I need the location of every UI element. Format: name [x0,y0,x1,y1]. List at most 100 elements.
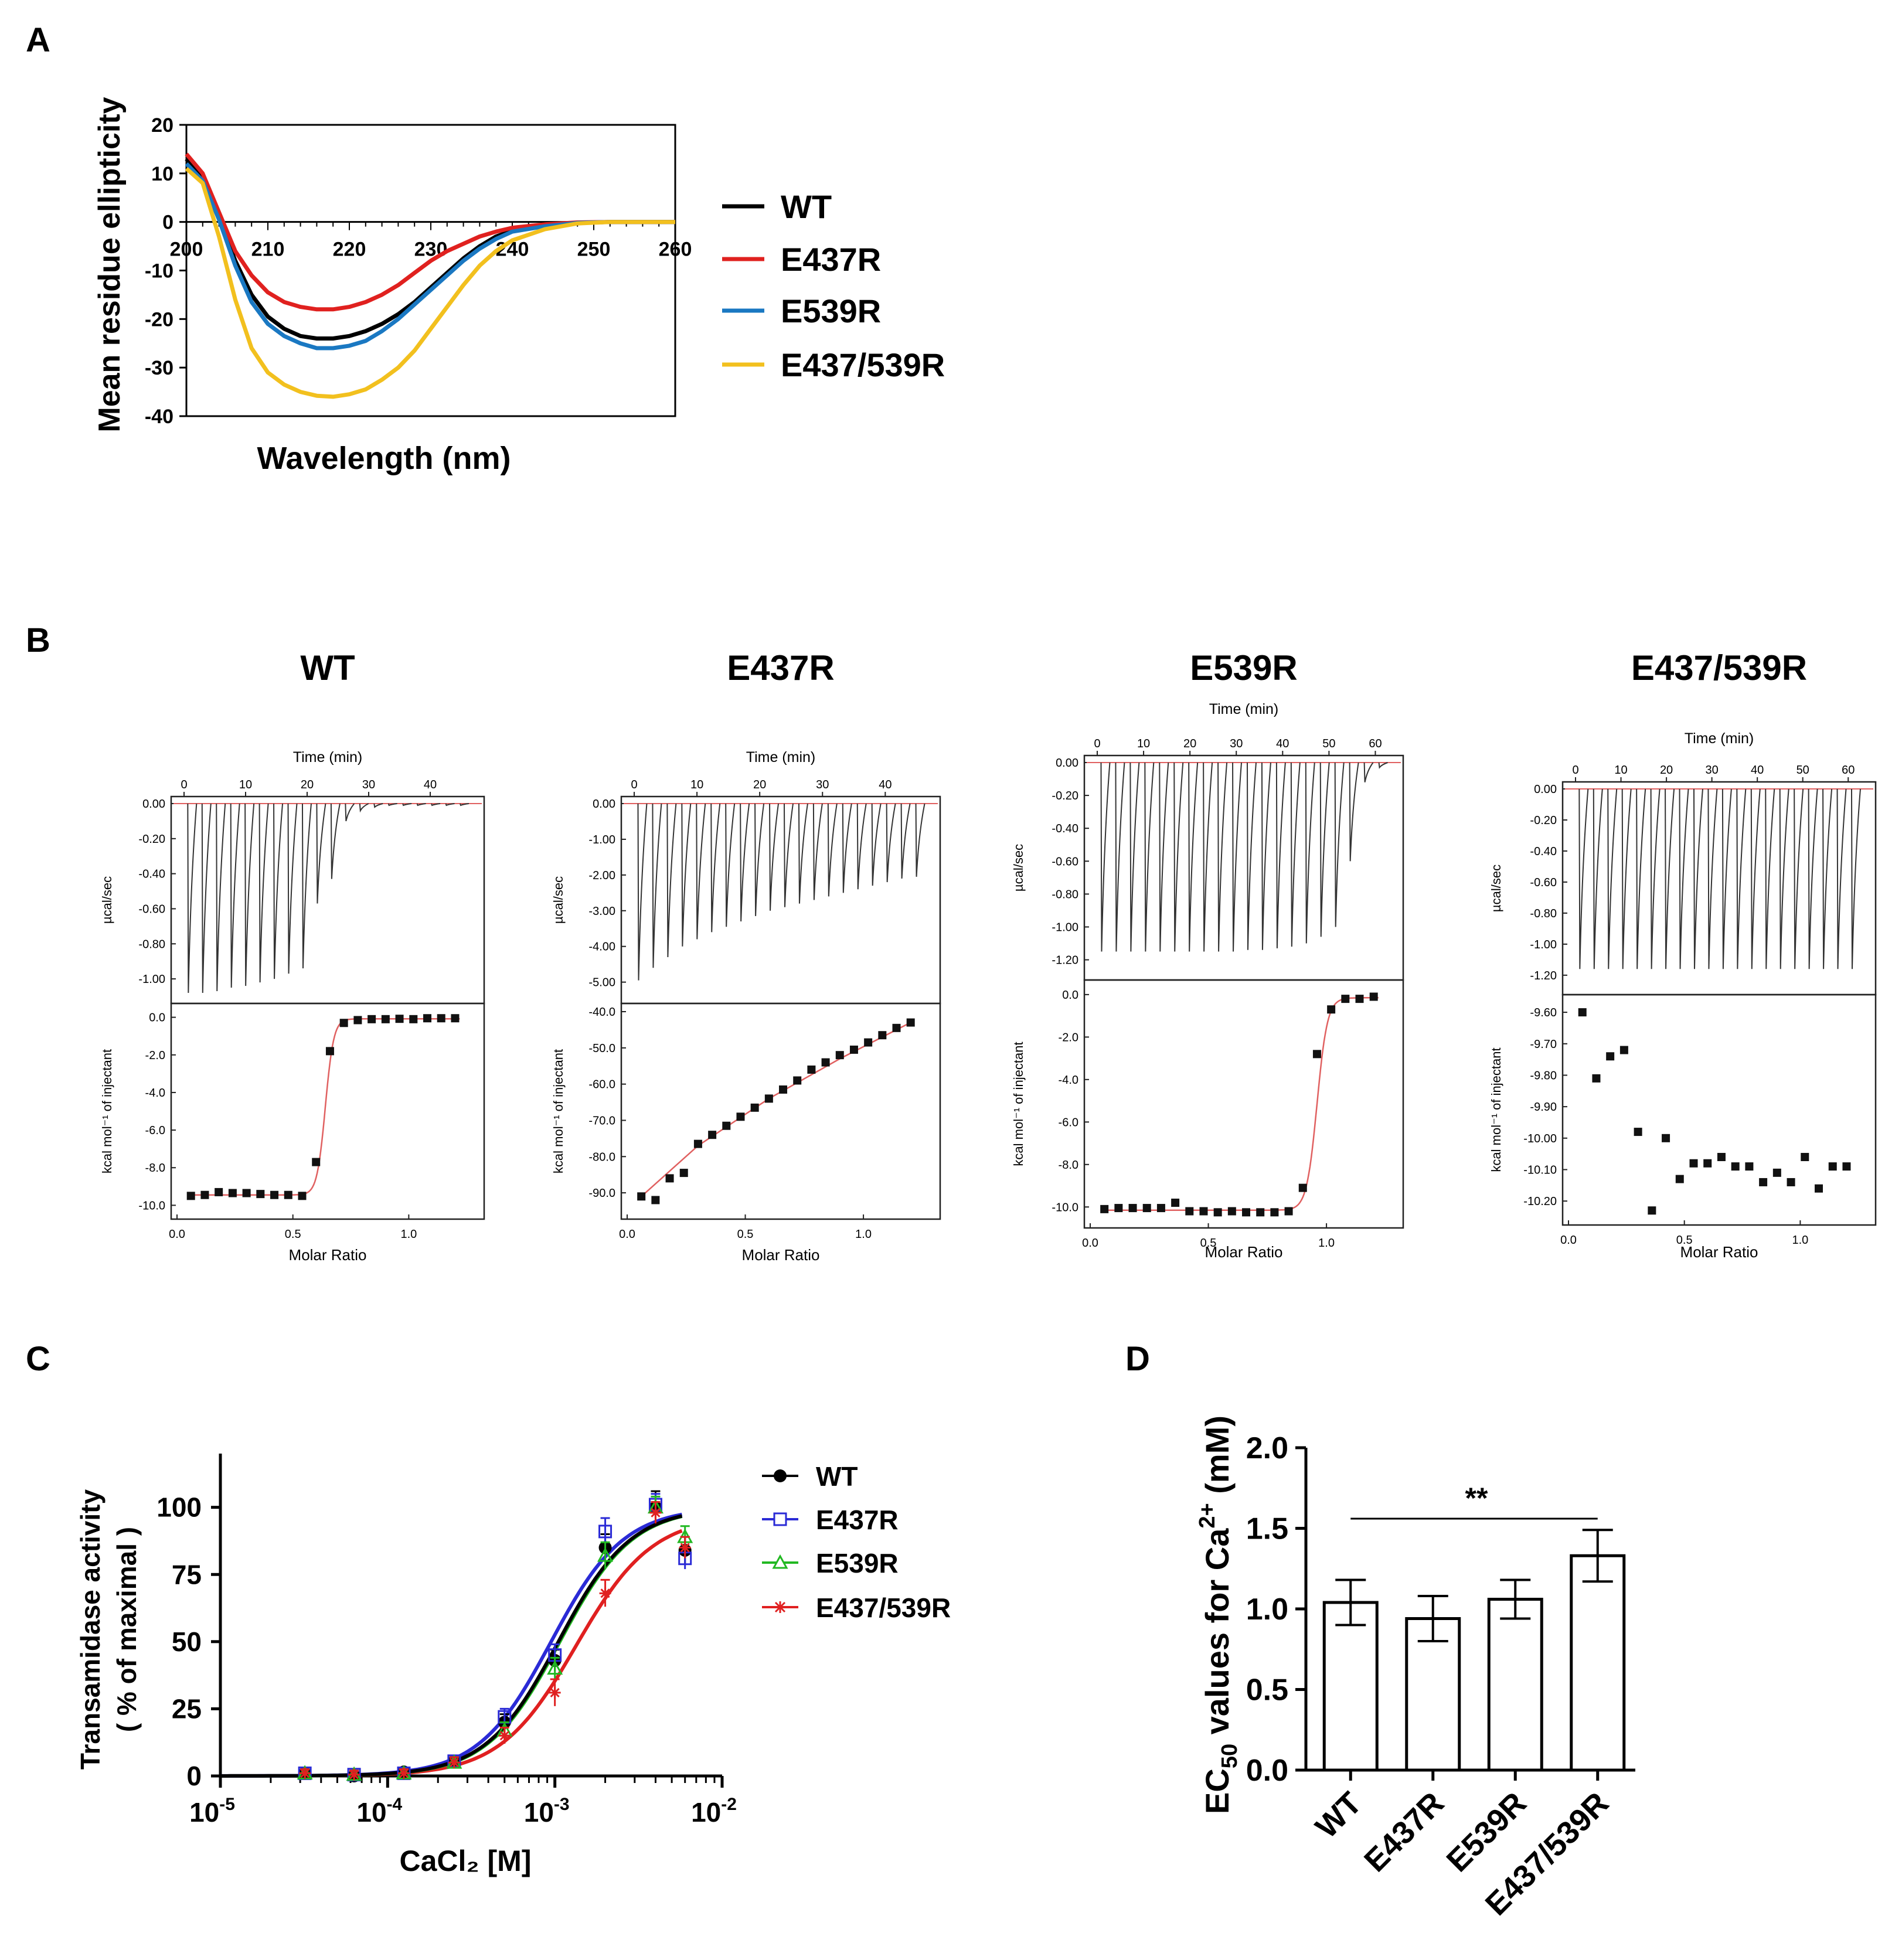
ratio-axis-title: Molar Ratio [1205,1243,1283,1261]
itc-point [1242,1208,1251,1217]
itc-point [1142,1204,1151,1213]
itc-point [849,1045,858,1054]
legend-label: E437R [781,241,881,278]
enthalpy-frame [1083,979,1404,1229]
injection-peak [460,803,469,807]
itc-title: E437R [727,648,834,688]
data-point [448,1757,460,1769]
data-point [597,1547,614,1562]
injection-peak [373,803,383,808]
bar-E437-539R [1570,1554,1626,1772]
data-point [299,1767,311,1779]
itc-point [270,1190,279,1199]
injection-peak [856,803,867,890]
itc-point [1648,1206,1656,1215]
itc-point [1717,1153,1726,1162]
itc-point [1815,1184,1823,1193]
power-tick-label: -0.40 [1052,822,1078,835]
injection-peak [1188,762,1199,952]
time-tick-label: 40 [1751,764,1764,777]
power-tick-label: -1.00 [1530,938,1557,951]
time-tick-label: 20 [301,778,314,791]
time-tick-label: 40 [879,778,892,791]
itc-point [325,1047,334,1056]
enthalpy-tick-label: -10.20 [1523,1195,1557,1208]
tick-base: 10 [356,1797,386,1828]
enthalpy-tick-label: -2.0 [1059,1031,1078,1044]
injection-peak [769,803,780,911]
itc-point [381,1015,390,1023]
itc-point [1675,1175,1684,1183]
y-axis-title-part: values for Ca [1199,1528,1236,1744]
itc-point [693,1139,702,1148]
itc-point [1634,1128,1642,1136]
ratio-tick-label: 1.0 [1318,1237,1335,1250]
injection-peak [1115,762,1125,952]
itc-title: E539R [1190,648,1297,688]
panel-a-cd-spectra: 200 210 220 230 240 250 26020100-10-20-30-40Wa… [93,97,945,476]
injection-peak [216,803,226,992]
y-tick-label: 1.5 [1246,1512,1288,1546]
legend-label: E437R [816,1505,899,1535]
enthalpy-tick-label: -9.80 [1530,1069,1557,1082]
power-tick-label: -0.80 [138,938,165,951]
data-point [649,1506,662,1519]
enthalpy-axis-title: kcal mol⁻¹ of injectant [100,1049,114,1173]
power-frame [170,795,485,1005]
tick-base: 10 [691,1797,721,1828]
time-tick-label: 30 [1230,737,1243,750]
power-tick-label: -1.20 [1530,969,1557,982]
itc-point [298,1192,307,1200]
series-line-E539R [185,162,675,351]
x-tick-label: 10-5 [189,1795,235,1828]
itc-point [1312,1050,1321,1059]
x-tick-label: 260 [659,239,692,261]
fit-curve [188,1018,460,1196]
itc-point [1270,1208,1279,1217]
injection-peak [1173,762,1184,952]
enthalpy-tick-label: 0.0 [1062,989,1078,1002]
injection-peak [886,803,896,883]
fit-curve-E437-539R [220,1529,683,1778]
itc-point [423,1014,432,1023]
itc-point [1619,1046,1628,1054]
itc-point [679,1169,688,1178]
itc-point [892,1023,901,1032]
itc-subplot-3: E539R Time (min) 0 10 20 30 40 50 60 0.00 -0.20 -0.… [1011,648,1404,1261]
tick-exponent: -3 [554,1795,570,1814]
itc-point [793,1076,802,1085]
ratio-tick-label: 1.0 [400,1228,417,1241]
itc-title: WT [300,648,355,688]
ratio-tick-label: 0.5 [1676,1234,1693,1247]
time-tick-label: 0 [1572,764,1578,777]
injection-peak [301,803,312,969]
itc-point [1703,1159,1712,1168]
injection-peak [1750,788,1761,969]
injection-peak [842,803,852,893]
time-axis-title: Time (min) [1209,701,1279,717]
time-tick-label: 0 [181,778,187,791]
injection-peak [1305,762,1315,944]
itc-point [1592,1074,1601,1083]
ratio-tick-label: 1.0 [855,1228,872,1241]
y-tick-label: 0.5 [1246,1673,1288,1707]
y-axis-title-part: (mM) [1199,1415,1236,1503]
legend-label: WT [816,1461,858,1492]
itc-point [1114,1204,1123,1213]
itc-point [1341,995,1350,1003]
itc-point [779,1085,788,1094]
injection-peak [1707,788,1718,969]
power-axis-title: µcal/sec [551,876,566,924]
injection-peak [402,803,412,807]
power-tick-label: 0.00 [142,798,165,811]
itc-point [835,1051,844,1060]
injection-peak [1319,762,1330,937]
itc-point [1606,1052,1615,1061]
itc-point [1156,1204,1165,1213]
itc-point [1355,995,1364,1003]
y-tick-label: 10 [151,163,173,185]
itc-point [284,1190,292,1199]
y-tick-label: 20 [151,114,173,137]
tick-exponent: -4 [387,1795,403,1814]
